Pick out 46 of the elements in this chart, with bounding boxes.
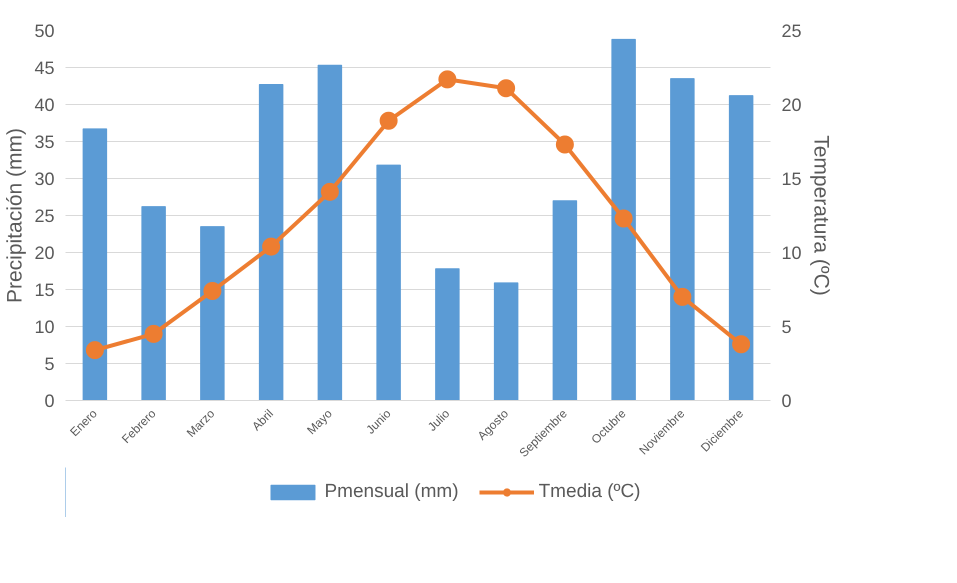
point — [320, 182, 339, 201]
y-tick-label: 45 — [34, 58, 55, 78]
bar — [141, 206, 166, 400]
bar — [376, 164, 401, 400]
y2-tick-label: 5 — [782, 317, 792, 337]
bar — [435, 268, 460, 400]
y-tick-label: 25 — [34, 206, 55, 226]
point — [556, 135, 574, 154]
bar — [318, 64, 342, 400]
y-tick-label: 20 — [34, 243, 55, 263]
y2-tick-label: 25 — [782, 21, 802, 41]
y2-tick-label: 20 — [782, 95, 802, 115]
y-tick-label: 5 — [44, 354, 55, 374]
bar — [82, 128, 108, 400]
y-tick-label: 0 — [44, 391, 55, 411]
point — [203, 282, 222, 300]
y2-tick-label: 0 — [782, 391, 792, 411]
bar — [494, 282, 518, 400]
point — [438, 70, 456, 88]
y-tick-label: 10 — [34, 317, 55, 337]
y2-tick-label: 10 — [782, 243, 802, 263]
y2-axis-title: Temperatura (ºC) — [810, 135, 833, 296]
y-axis-title: Precipitación (mm) — [3, 128, 26, 304]
bar — [728, 95, 754, 400]
bar — [552, 200, 578, 400]
y-tick-label: 40 — [34, 95, 55, 115]
point — [144, 324, 163, 343]
y-tick-label: 30 — [34, 169, 55, 189]
point — [732, 335, 750, 354]
y-tick-label: 35 — [34, 132, 55, 152]
legend-label: Tmedia (ºC) — [538, 481, 641, 503]
y-tick-label: 15 — [34, 280, 55, 300]
legend-label: Pmensual (mm) — [324, 481, 459, 503]
y2-tick-label: 15 — [782, 169, 802, 189]
point — [262, 238, 280, 256]
y-tick-label: 50 — [34, 21, 55, 41]
bar — [670, 78, 695, 400]
bar — [611, 38, 636, 400]
point — [614, 209, 633, 228]
point — [86, 341, 104, 360]
point — [497, 79, 516, 98]
point — [673, 288, 692, 306]
bar — [200, 226, 225, 400]
x-tick-label: Julio — [424, 406, 453, 434]
bar — [258, 84, 284, 400]
point — [380, 112, 398, 130]
